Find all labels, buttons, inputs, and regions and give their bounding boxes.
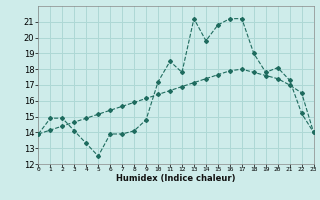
X-axis label: Humidex (Indice chaleur): Humidex (Indice chaleur) [116,174,236,183]
